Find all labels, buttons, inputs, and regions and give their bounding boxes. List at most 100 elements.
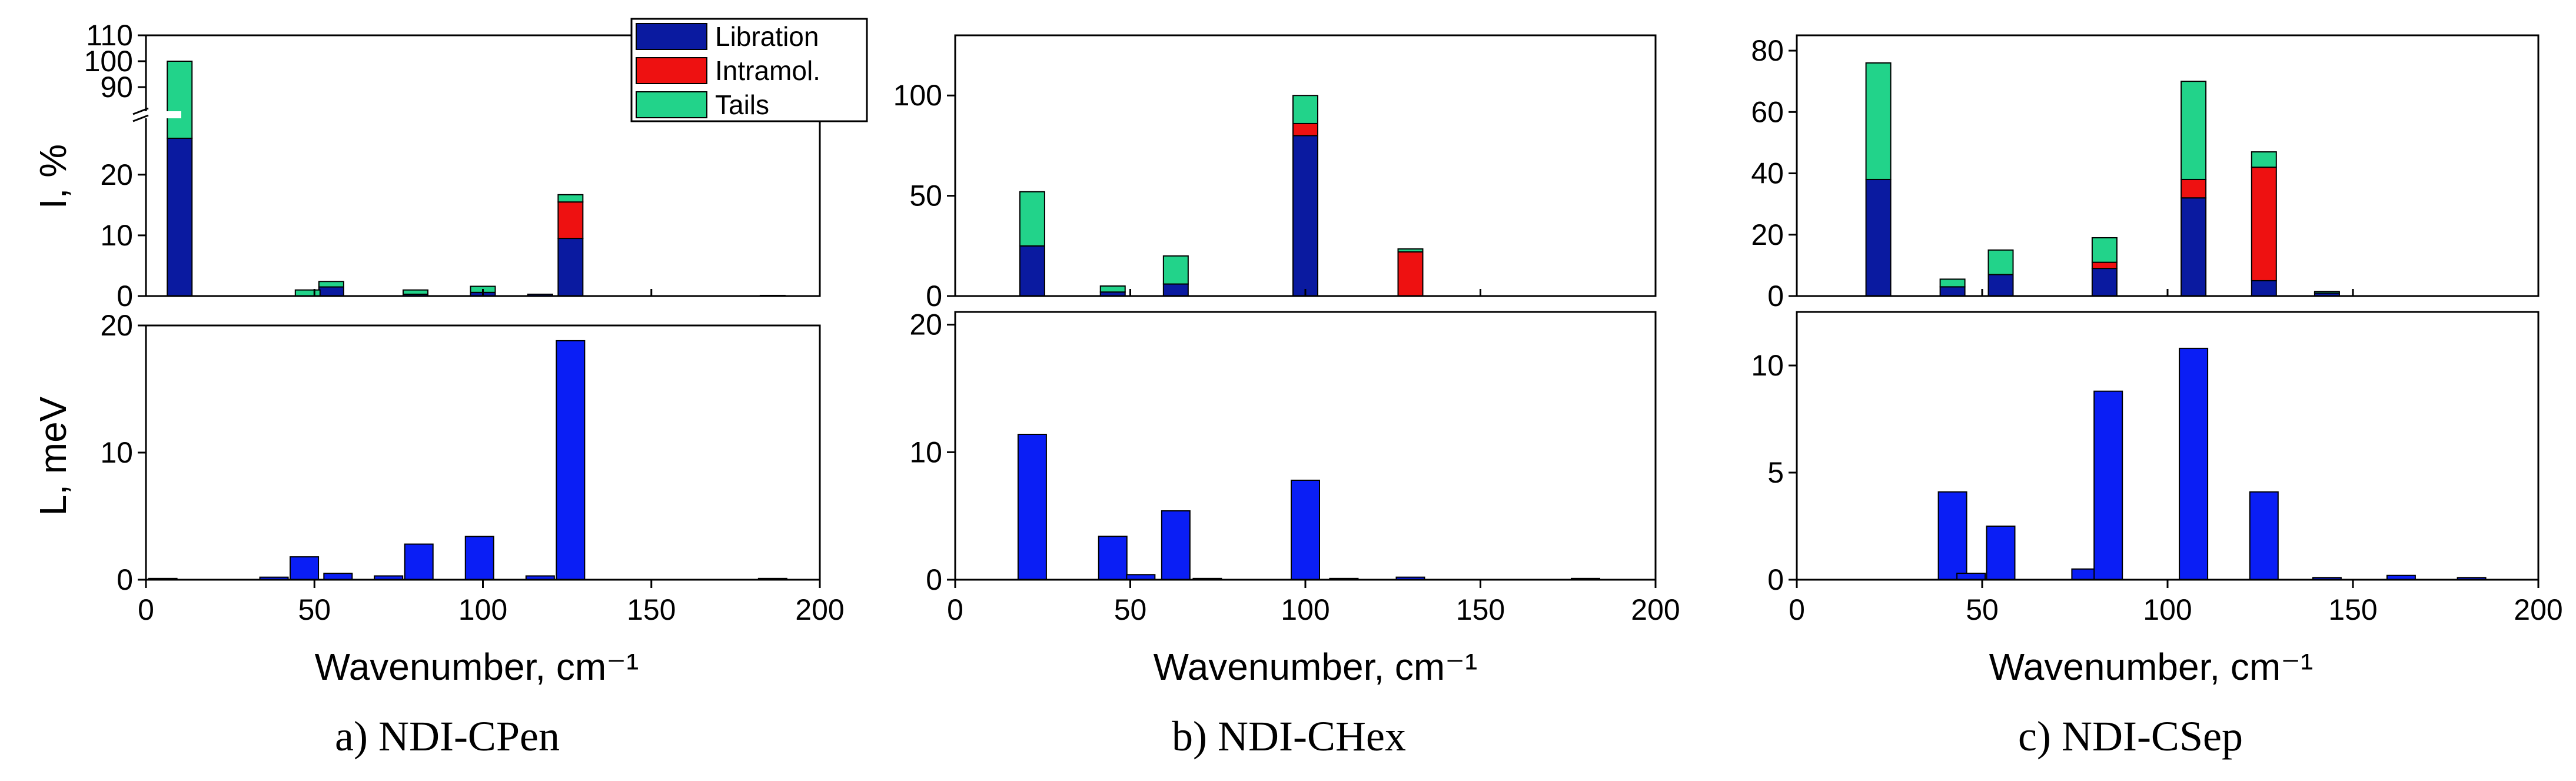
bar-c-top-intramol-5 [2251, 167, 2277, 281]
bar-c-top-libration-4 [2181, 197, 2207, 297]
ytick-label-a-top-2: 20 [100, 158, 133, 191]
ytick-label-a-top-4: 100 [84, 45, 133, 78]
bar-a-top-libration-1 [318, 286, 344, 297]
bar-a-bottom-8 [556, 340, 586, 580]
ytick-label-c-top-3: 60 [1751, 95, 1784, 128]
ytick-label-c-bottom-1: 5 [1767, 456, 1784, 489]
ytick-label-b-top-1: 50 [909, 180, 942, 212]
ytick-label-a-top-1: 10 [100, 219, 133, 252]
axis-break-mark-lower-a [132, 114, 149, 122]
bar-c-top-tails-5 [2251, 151, 2277, 168]
bar-a-bottom-5 [404, 543, 434, 581]
ytick-label-a-bottom-1: 10 [100, 436, 133, 469]
frame-c-top [1796, 34, 2540, 297]
caption-b: b) NDI-CHex [1172, 713, 1406, 760]
bar-b-top-tails-3 [1292, 95, 1318, 124]
xtick-label-c-3: 150 [2328, 593, 2377, 626]
ytick-label-a-top-3: 90 [100, 71, 133, 104]
ytick-label-a-bottom-2: 20 [100, 309, 133, 342]
ytick-label-c-top-0: 0 [1767, 280, 1784, 313]
xtick-label-b-3: 150 [1456, 593, 1505, 626]
y-axis-title-intensity: I, % [32, 144, 74, 209]
ytick-label-a-bottom-0: 0 [117, 563, 133, 596]
xtick-label-c-4: 200 [2514, 593, 2562, 626]
bar-c-top-tails-6 [2314, 291, 2340, 294]
bar-c-bottom-4 [2093, 390, 2123, 580]
ytick-label-a-top-0: 0 [117, 280, 133, 313]
ytick-label-b-top-2: 100 [893, 79, 942, 112]
xtick-label-a-4: 200 [795, 593, 844, 626]
bar-c-top-intramol-3 [2091, 261, 2118, 270]
caption-c: c) NDI-CSep [2018, 713, 2243, 760]
bar-c-top-intramol-4 [2181, 178, 2207, 199]
frame-c-bottom [1796, 311, 2540, 581]
bar-b-top-libration-2 [1162, 283, 1189, 297]
bar-a-top-tails-0 [167, 61, 193, 139]
xtick-label-b-0: 0 [947, 593, 963, 626]
bar-b-top-tails-1 [1099, 285, 1126, 293]
bar-a-bottom-2 [290, 556, 320, 580]
xtick-label-c-0: 0 [1789, 593, 1805, 626]
xtick-label-c-1: 50 [1966, 593, 1999, 626]
bar-c-top-tails-2 [1987, 249, 2014, 275]
bar-c-bottom-1 [1956, 573, 1986, 581]
bar-a-top-tails-5 [557, 194, 584, 203]
x-axis-title-a: Wavenumber, cm⁻¹ [315, 646, 639, 688]
bar-b-top-intramol-3 [1292, 122, 1318, 137]
xtick-label-b-4: 200 [1631, 593, 1680, 626]
bar-c-bottom-5 [2179, 347, 2209, 580]
x-axis-title-c: Wavenumber, cm⁻¹ [1989, 646, 2314, 688]
xtick-label-a-1: 50 [298, 593, 331, 626]
legend-label-1: Intramol. [715, 55, 820, 86]
bar-a-top-tails-2 [403, 289, 428, 295]
bar-b-top-intramol-4 [1397, 251, 1424, 297]
bar-c-top-tails-0 [1865, 62, 1892, 180]
ytick-label-c-top-1: 20 [1751, 218, 1784, 251]
ytick-label-c-top-2: 40 [1751, 157, 1784, 190]
axis-break-mark-upper-a [132, 107, 149, 115]
x-axis-title-b: Wavenumber, cm⁻¹ [1154, 646, 1478, 688]
bar-c-top-libration-5 [2251, 280, 2277, 297]
ytick-label-c-bottom-2: 10 [1751, 349, 1784, 382]
bar-a-top-extra-0 [294, 289, 321, 297]
bar-a-bottom-6 [464, 536, 494, 580]
bar-a-bottom-3 [323, 573, 353, 581]
ytick-label-b-bottom-1: 10 [909, 436, 942, 468]
xtick-label-a-3: 150 [627, 593, 676, 626]
bar-c-top-libration-0 [1865, 178, 1892, 297]
caption-a: a) NDI-CPen [335, 713, 560, 760]
bar-b-bottom-0 [1017, 434, 1047, 580]
xtick-label-c-2: 100 [2143, 593, 2192, 626]
ytick-label-b-bottom-2: 20 [909, 308, 942, 341]
bar-c-bottom-6 [2249, 491, 2279, 581]
legend-swatch-2 [636, 91, 707, 118]
bar-a-top-libration-5 [557, 238, 584, 297]
bar-c-top-tails-3 [2091, 237, 2118, 263]
ytick-label-c-bottom-0: 0 [1767, 563, 1784, 596]
bar-b-bottom-3 [1161, 510, 1191, 580]
bar-b-top-tails-4 [1397, 248, 1424, 253]
bar-b-bottom-5 [1291, 480, 1320, 580]
figure-text: a) NDI-CPen b) NDI-CHex c) NDI-CSep Wave… [32, 144, 2313, 760]
bar-b-bottom-1 [1098, 536, 1128, 580]
xtick-label-b-2: 100 [1281, 593, 1329, 626]
ytick-label-a-top-5: 110 [86, 19, 133, 52]
bar-c-top-tails-1 [1939, 278, 1966, 288]
bar-a-top-intramol-5 [557, 201, 584, 240]
bar-b-top-tails-2 [1162, 255, 1189, 285]
bar-c-bottom-0 [1937, 491, 1967, 581]
bar-c-top-libration-3 [2091, 268, 2118, 297]
y-axis-title-coupling: L, meV [32, 396, 74, 516]
bar-c-top-libration-2 [1987, 274, 2014, 297]
legend-label-2: Tails [715, 89, 769, 120]
ytick-label-c-top-4: 80 [1751, 34, 1784, 67]
legend-swatch-0 [636, 23, 707, 50]
ytick-label-b-bottom-0: 0 [926, 563, 942, 596]
bar-c-top-tails-4 [2181, 81, 2207, 180]
legend-swatch-1 [636, 57, 707, 84]
bar-a-top-tails-1 [318, 281, 344, 288]
